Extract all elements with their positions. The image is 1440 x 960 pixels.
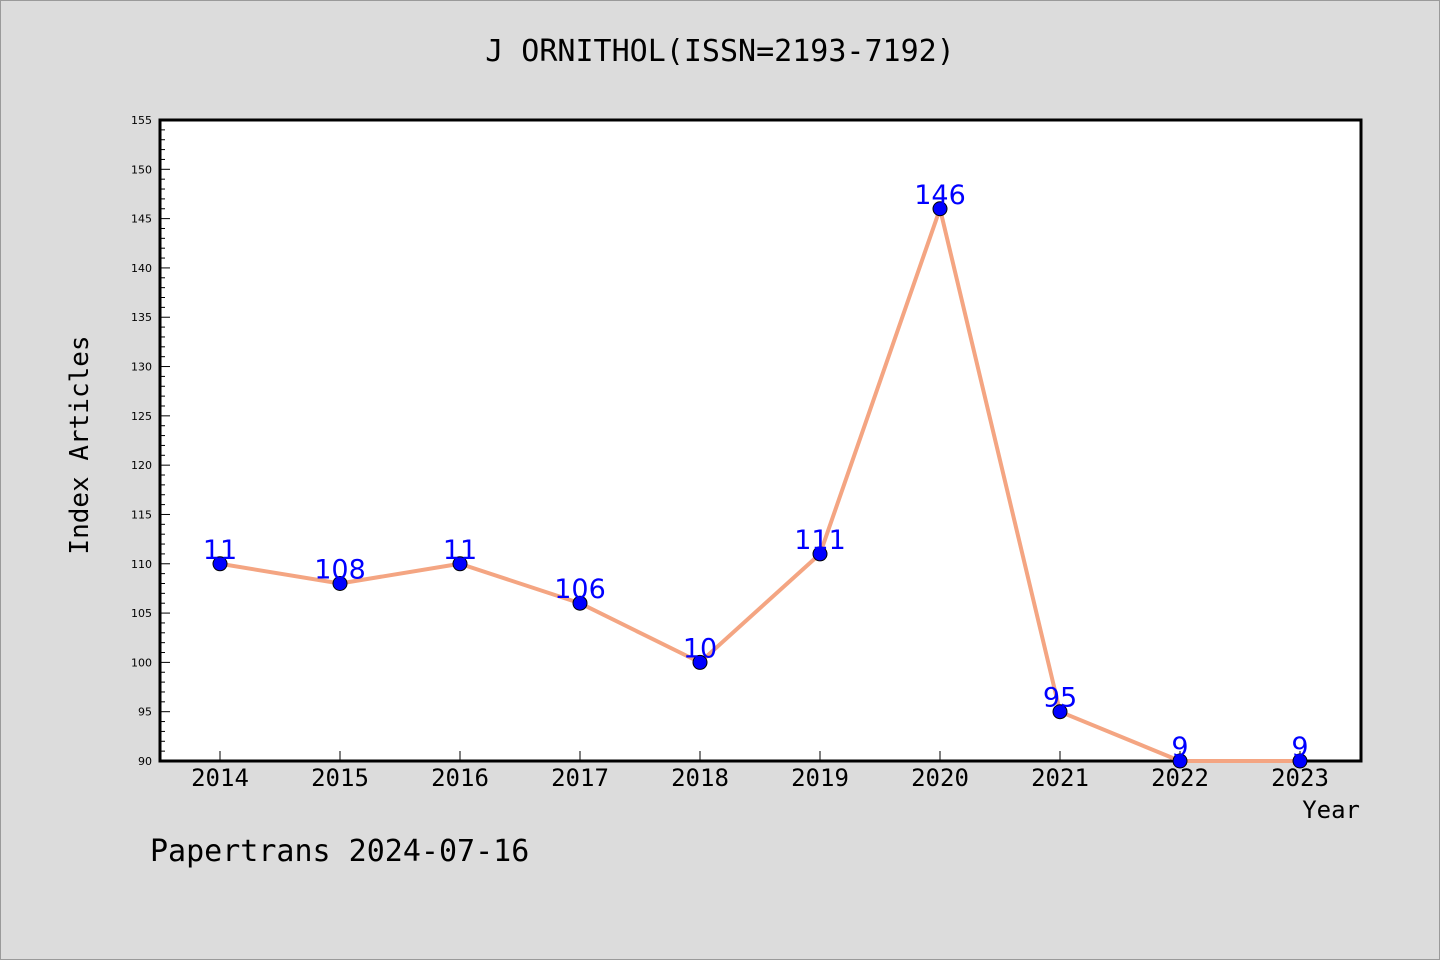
- y-tick-label: 115: [131, 508, 152, 521]
- y-tick-label: 105: [131, 607, 152, 620]
- x-tick-label: 2020: [911, 764, 969, 792]
- y-tick-label: 155: [131, 114, 152, 127]
- y-tick-label: 140: [131, 262, 152, 275]
- data-label: 146: [914, 180, 966, 211]
- data-point: [692, 654, 708, 670]
- y-tick-label: 125: [131, 410, 152, 423]
- chart-title: J ORNITHOL(ISSN=2193-7192): [485, 34, 955, 69]
- data-label: 10: [683, 633, 717, 664]
- x-tick-label: 2019: [791, 764, 849, 792]
- data-point: [932, 201, 948, 217]
- x-tick-label: 2022: [1151, 764, 1209, 792]
- data-label: 111: [794, 525, 846, 556]
- series-line: [219, 206, 1300, 763]
- x-tick-label: 2016: [431, 764, 489, 792]
- x-tick-label: 2021: [1031, 764, 1089, 792]
- data-point: [1292, 753, 1308, 769]
- data-label: 108: [314, 554, 366, 585]
- data-label: 9: [1291, 732, 1308, 763]
- data-point: [812, 546, 828, 562]
- y-tick-label: 130: [131, 361, 152, 374]
- data-label: 9: [1171, 732, 1188, 763]
- x-tick-label: 2018: [671, 764, 729, 792]
- x-tick-label: 2017: [551, 764, 609, 792]
- y-tick-label: 90: [138, 755, 152, 768]
- watermark-text: Papertrans 2024-07-16: [150, 834, 530, 869]
- x-tick-label: 2014: [191, 764, 249, 792]
- data-label: 11: [203, 535, 237, 566]
- y-tick-label: 100: [131, 656, 152, 669]
- data-point: [212, 556, 228, 572]
- y-tick-label: 110: [131, 558, 152, 571]
- plot-area: [158, 118, 1363, 763]
- y-tick-label: 145: [131, 213, 152, 226]
- x-axis-label: Year: [1302, 796, 1360, 824]
- data-point: [572, 595, 588, 611]
- y-tick-label: 150: [131, 163, 152, 176]
- x-tick-label: 2015: [311, 764, 369, 792]
- y-tick-label: 95: [138, 706, 152, 719]
- y-tick-label: 120: [131, 459, 152, 472]
- data-point: [332, 575, 348, 591]
- data-label: 106: [554, 574, 606, 605]
- data-label: 95: [1043, 683, 1077, 714]
- data-point: [452, 556, 468, 572]
- data-label: 11: [443, 535, 477, 566]
- x-tick-label: 2023: [1271, 764, 1329, 792]
- y-tick-label: 135: [131, 311, 152, 324]
- data-point: [1052, 704, 1068, 720]
- data-point: [1172, 753, 1188, 769]
